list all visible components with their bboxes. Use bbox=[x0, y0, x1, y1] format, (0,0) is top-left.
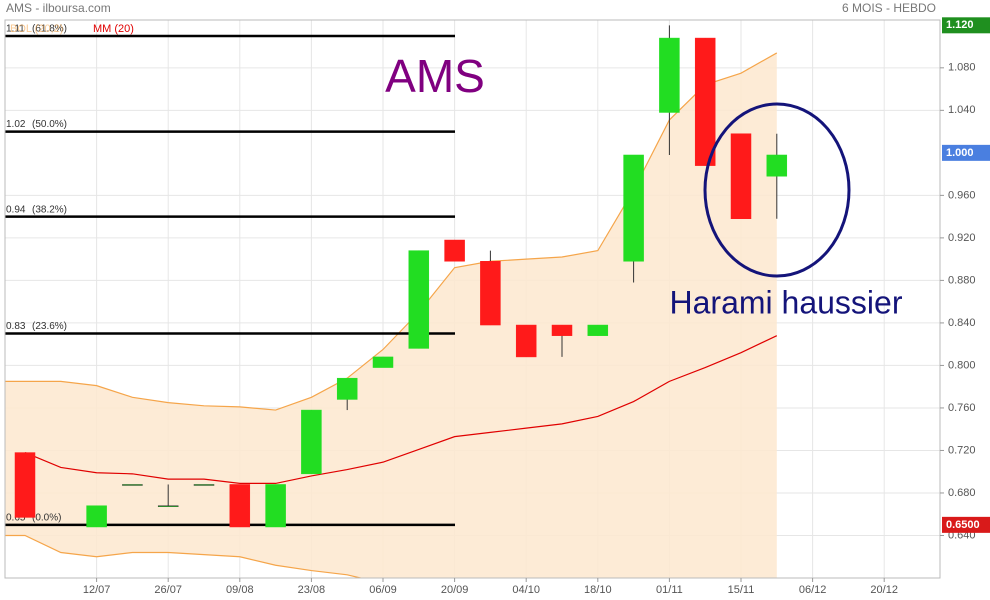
y-tick-label: 0.680 bbox=[948, 487, 976, 499]
candle-body bbox=[623, 154, 644, 262]
y-tick-label: 0.800 bbox=[948, 359, 976, 371]
y-tick-label: 0.920 bbox=[948, 232, 976, 244]
x-tick-label: 23/08 bbox=[298, 584, 326, 596]
annotation-ellipse bbox=[703, 102, 851, 278]
price-marker-label: 1.000 bbox=[946, 147, 974, 159]
candle-body bbox=[551, 324, 573, 336]
bollinger-upper bbox=[5, 52, 778, 411]
candles bbox=[14, 25, 788, 528]
candle-body bbox=[730, 133, 752, 220]
x-tick-label: 20/12 bbox=[870, 584, 898, 596]
chart-title: AMS bbox=[385, 50, 485, 102]
candle-body bbox=[766, 154, 788, 177]
fib-label: (38.2%) bbox=[32, 204, 67, 215]
price-marker-label: 0.6500 bbox=[946, 519, 980, 531]
candle-body bbox=[444, 239, 465, 262]
x-tick-label: 01/11 bbox=[656, 584, 683, 596]
bands bbox=[5, 52, 778, 578]
fib-value: 1.11 bbox=[6, 24, 25, 35]
x-tick-label: 20/09 bbox=[441, 584, 469, 596]
y-tick-label: 0.960 bbox=[948, 189, 976, 201]
candle-body bbox=[587, 324, 609, 336]
fib-label: (61.8%) bbox=[32, 24, 67, 35]
plot-frame bbox=[4, 19, 941, 579]
price-marker bbox=[942, 17, 990, 34]
candle-body bbox=[408, 250, 430, 349]
x-tick-label: 26/07 bbox=[154, 584, 182, 596]
legend-entry: MM (20) bbox=[93, 23, 134, 35]
candle-body bbox=[86, 505, 107, 528]
y-tick-label: 0.840 bbox=[948, 317, 976, 329]
candle-body bbox=[301, 409, 322, 475]
x-tick-label: 06/09 bbox=[369, 584, 397, 596]
y-tick-label: 0.760 bbox=[948, 402, 976, 414]
candle-body bbox=[14, 452, 36, 518]
moving-average bbox=[24, 335, 778, 485]
candle-body bbox=[659, 37, 680, 113]
candle-body bbox=[480, 261, 501, 326]
x-tick-label: 12/07 bbox=[83, 584, 111, 596]
y-tick-label: 0.720 bbox=[948, 444, 976, 456]
fibonacci: 1.11 (61.8%) 1.02 (50.0%) 0.94 (38.2%) 0.83 (23… bbox=[5, 24, 455, 527]
candle-body bbox=[336, 377, 358, 400]
x-tick-label: 15/11 bbox=[728, 584, 755, 596]
fib-label: (23.6%) bbox=[32, 321, 67, 332]
y-tick-label: 0.880 bbox=[948, 274, 976, 286]
fib-value: 1.02 bbox=[6, 119, 26, 130]
period: 6 MOIS - HEBDO bbox=[842, 1, 936, 15]
candle-body bbox=[372, 356, 394, 368]
y-tick-label: 1.040 bbox=[948, 104, 976, 116]
fib-value: 0.83 bbox=[6, 321, 26, 332]
x-tick-label: 06/12 bbox=[799, 584, 827, 596]
price-marker bbox=[942, 144, 990, 161]
price-marker-label: 1.120 bbox=[946, 19, 974, 31]
candle-body bbox=[157, 505, 179, 507]
fib-value: 0.65 bbox=[6, 512, 26, 523]
fib-value: 0.94 bbox=[6, 204, 26, 215]
fib-label: (0.0%) bbox=[32, 512, 61, 523]
candle-body bbox=[694, 37, 716, 166]
x-tick-label: 04/10 bbox=[512, 584, 540, 596]
candle-body bbox=[122, 484, 143, 486]
source: AMS - ilboursa.com bbox=[6, 1, 111, 15]
bollinger-lower bbox=[5, 534, 364, 578]
annotation: Harami haussier bbox=[670, 284, 903, 320]
x-tick-label: 18/10 bbox=[584, 584, 612, 596]
x-tick-label: 09/08 bbox=[226, 584, 254, 596]
y-tick-label: 1.080 bbox=[948, 62, 976, 74]
price-marker bbox=[942, 516, 990, 533]
candle-body bbox=[193, 484, 215, 486]
axes: 1.080 1.040 0.960 0.920 0.880 0.840 0.800 0.760… bbox=[83, 17, 990, 596]
candle-body bbox=[515, 324, 537, 358]
fib-label: (50.0%) bbox=[32, 119, 67, 130]
candle-body bbox=[265, 484, 286, 528]
candle-body bbox=[229, 484, 251, 528]
legend-entry: BOL (20,2) bbox=[10, 23, 63, 35]
bollinger-area bbox=[5, 52, 777, 578]
